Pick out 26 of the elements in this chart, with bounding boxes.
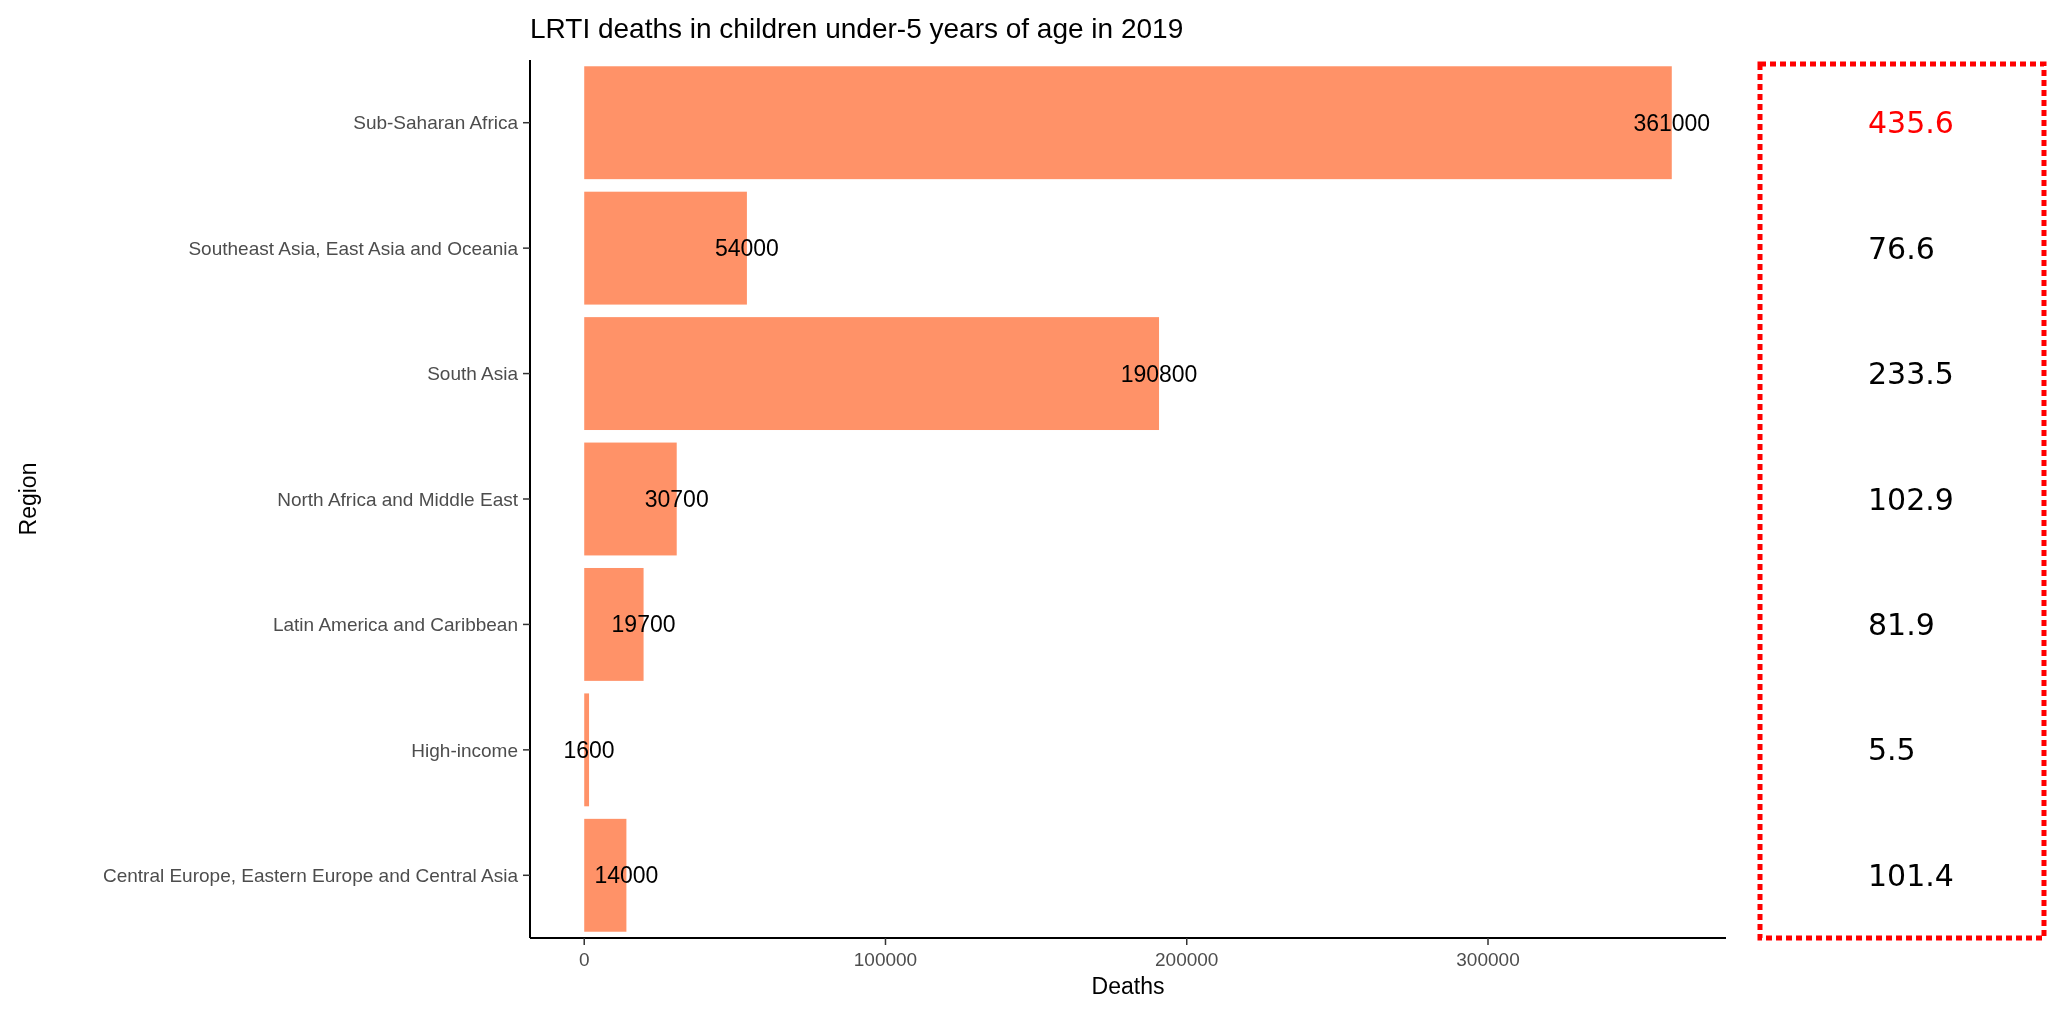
y-tick-label: Southeast Asia, East Asia and Oceania [188, 237, 519, 259]
text: 102.9 [1868, 481, 1954, 517]
text: 435.6 [1868, 105, 1954, 141]
y-tick-label: Sub-Saharan Africa [353, 112, 519, 134]
text: 81.9 [1868, 606, 1935, 642]
data-label: 54000 [714, 235, 779, 262]
x-axis-title: Deaths [1091, 973, 1165, 999]
y-axis-title: Region [15, 462, 41, 536]
x-tick-label: 200000 [1155, 949, 1219, 970]
text: 233.5 [1868, 356, 1954, 392]
text: 76.6 [1868, 230, 1935, 266]
data-label: 14000 [594, 862, 659, 889]
data-label: 361000 [1633, 109, 1711, 136]
y-tick-label: High-income [411, 739, 518, 761]
x-tick-label: 0 [578, 949, 590, 970]
x-tick-label: 100000 [853, 949, 918, 970]
data-label: 19700 [611, 611, 676, 638]
chart-title: LRTI deaths in children under-5 years of age in 2019 [530, 13, 1184, 44]
y-tick-label: South Asia [427, 363, 519, 385]
y-tick-label: Latin America and Caribbean [272, 614, 518, 636]
x-tick-label: 300000 [1456, 949, 1520, 970]
y-tick-label: Central Europe, Eastern Europe and Central Asia [102, 864, 519, 886]
data-label: 30700 [644, 486, 709, 513]
text: 5.5 [1868, 732, 1916, 768]
y-tick-label: North Africa and Middle East [277, 488, 519, 510]
text: 101.4 [1868, 857, 1954, 893]
